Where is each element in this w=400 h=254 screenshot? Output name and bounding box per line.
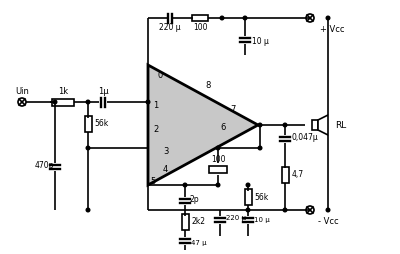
Text: 0: 0 (158, 71, 163, 80)
Circle shape (246, 208, 250, 212)
Text: 2k2: 2k2 (191, 217, 205, 227)
Circle shape (53, 100, 57, 104)
Text: 4,7: 4,7 (292, 170, 304, 180)
Bar (182, 214, 188, 230)
Text: 8: 8 (205, 81, 210, 89)
Text: 0,047μ: 0,047μ (292, 134, 319, 142)
Text: 7: 7 (230, 105, 235, 115)
Bar (192, 15, 208, 21)
Text: 5: 5 (150, 178, 155, 186)
Circle shape (283, 208, 287, 212)
Text: 1μ: 1μ (98, 87, 108, 97)
Circle shape (216, 146, 220, 150)
Bar (209, 166, 227, 172)
Text: 100: 100 (211, 155, 225, 165)
Circle shape (146, 100, 150, 104)
Circle shape (86, 100, 90, 104)
Text: + Vcc: + Vcc (320, 25, 344, 35)
Bar (244, 189, 252, 205)
Text: 220 μ: 220 μ (159, 24, 181, 33)
Circle shape (258, 123, 262, 127)
Text: 100: 100 (193, 23, 207, 31)
Circle shape (86, 146, 90, 150)
Circle shape (326, 208, 330, 212)
Circle shape (243, 16, 247, 20)
Text: 3: 3 (163, 148, 168, 156)
Bar (282, 167, 288, 183)
Circle shape (326, 16, 330, 20)
Text: - Vcc: - Vcc (318, 217, 339, 227)
Circle shape (246, 183, 250, 187)
Bar (52, 99, 74, 105)
Circle shape (183, 183, 187, 187)
Polygon shape (148, 65, 258, 185)
Text: 56k: 56k (94, 119, 108, 129)
Text: 6: 6 (220, 123, 225, 133)
Text: 47 μ: 47 μ (191, 240, 207, 246)
Circle shape (220, 16, 224, 20)
Circle shape (258, 146, 262, 150)
Circle shape (283, 123, 287, 127)
Text: 56k: 56k (254, 193, 268, 201)
Circle shape (216, 183, 220, 187)
Polygon shape (318, 115, 328, 135)
Circle shape (86, 208, 90, 212)
Text: 2: 2 (153, 125, 158, 135)
Bar (84, 116, 92, 132)
Bar (312, 120, 318, 130)
Text: 10 μ: 10 μ (254, 217, 270, 223)
Text: 1: 1 (153, 101, 158, 109)
Text: 4: 4 (163, 166, 168, 174)
Text: RL: RL (335, 120, 346, 130)
Text: 1k: 1k (58, 87, 68, 97)
Text: 2p: 2p (189, 196, 199, 204)
Text: 10 μ: 10 μ (252, 38, 269, 46)
Text: 470p: 470p (35, 161, 54, 169)
Text: 220 μ: 220 μ (226, 215, 246, 221)
Text: Uin: Uin (15, 87, 29, 97)
